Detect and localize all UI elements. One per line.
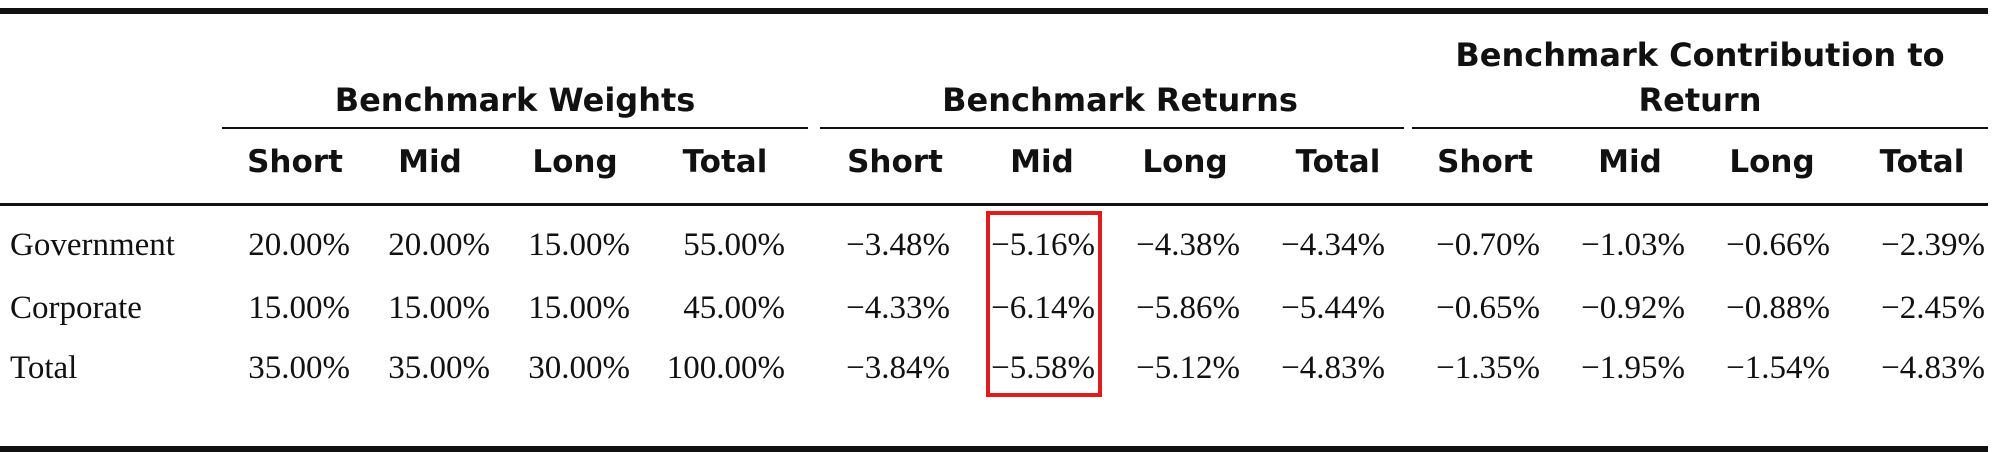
header-rule <box>0 203 1988 206</box>
table-cell: −5.12% <box>1136 350 1240 386</box>
table-cell: −0.70% <box>1436 227 1540 263</box>
group-rule-weights <box>222 127 808 129</box>
group-header-contribution-line2: Return <box>1638 81 1762 119</box>
table-cell: 15.00% <box>528 227 630 263</box>
table-cell: −1.03% <box>1581 227 1685 263</box>
subheader-short: Short <box>847 144 943 180</box>
subheader-short: Short <box>247 144 343 180</box>
highlight-box <box>986 211 1102 397</box>
subheader-short: Short <box>1437 144 1533 180</box>
subheader-long: Long <box>1142 144 1228 180</box>
subheader-long: Long <box>1729 144 1815 180</box>
group-header-weights: Benchmark Weights <box>334 81 696 119</box>
table-cell: −0.66% <box>1726 227 1830 263</box>
table-cell: −2.45% <box>1881 290 1985 326</box>
subheader-total: Total <box>682 144 768 180</box>
subheader-total: Total <box>1295 144 1381 180</box>
subheader-total: Total <box>1879 144 1965 180</box>
table-cell: −3.84% <box>846 350 950 386</box>
table-cell: 35.00% <box>388 350 490 386</box>
table-cell: −5.58% <box>991 350 1095 386</box>
subheader-long: Long <box>532 144 618 180</box>
table-cell: −4.33% <box>846 290 950 326</box>
group-header-contribution-line1: Benchmark Contribution to <box>1455 36 1945 74</box>
table-cell: 20.00% <box>248 227 350 263</box>
table-cell: 30.00% <box>528 350 630 386</box>
table-cell: −0.92% <box>1581 290 1685 326</box>
row-label-government: Government <box>10 227 175 263</box>
table-cell: −4.83% <box>1881 350 1985 386</box>
table-cell: −5.16% <box>991 227 1095 263</box>
top-rule <box>0 8 1988 14</box>
table-cell: 15.00% <box>528 290 630 326</box>
table-cell: −5.86% <box>1136 290 1240 326</box>
table-cell: 55.00% <box>683 227 785 263</box>
table-cell: −5.44% <box>1281 290 1385 326</box>
table-cell: 15.00% <box>248 290 350 326</box>
group-rule-contribution <box>1412 127 1988 129</box>
bottom-rule <box>0 446 1988 452</box>
row-label-total: Total <box>10 350 78 386</box>
table-cell: −2.39% <box>1881 227 1985 263</box>
table-cell: 100.00% <box>666 350 785 386</box>
group-header-returns: Benchmark Returns <box>942 81 1298 119</box>
table-cell: −4.38% <box>1136 227 1240 263</box>
table-cell: −4.34% <box>1281 227 1385 263</box>
table-cell: −0.65% <box>1436 290 1540 326</box>
table-cell: 20.00% <box>388 227 490 263</box>
table-cell: −6.14% <box>991 290 1095 326</box>
table-cell: 35.00% <box>248 350 350 386</box>
table-cell: −1.54% <box>1726 350 1830 386</box>
table-cell: −4.83% <box>1281 350 1385 386</box>
table-cell: 45.00% <box>683 290 785 326</box>
subheader-mid: Mid <box>398 144 462 180</box>
table-cell: −1.95% <box>1581 350 1685 386</box>
table-cell: −0.88% <box>1726 290 1830 326</box>
table-cell: 15.00% <box>388 290 490 326</box>
table-cell: −1.35% <box>1436 350 1540 386</box>
row-label-corporate: Corporate <box>10 290 142 326</box>
group-rule-returns <box>820 127 1404 129</box>
table-cell: −3.48% <box>846 227 950 263</box>
subheader-mid: Mid <box>1010 144 1074 180</box>
subheader-mid: Mid <box>1598 144 1662 180</box>
